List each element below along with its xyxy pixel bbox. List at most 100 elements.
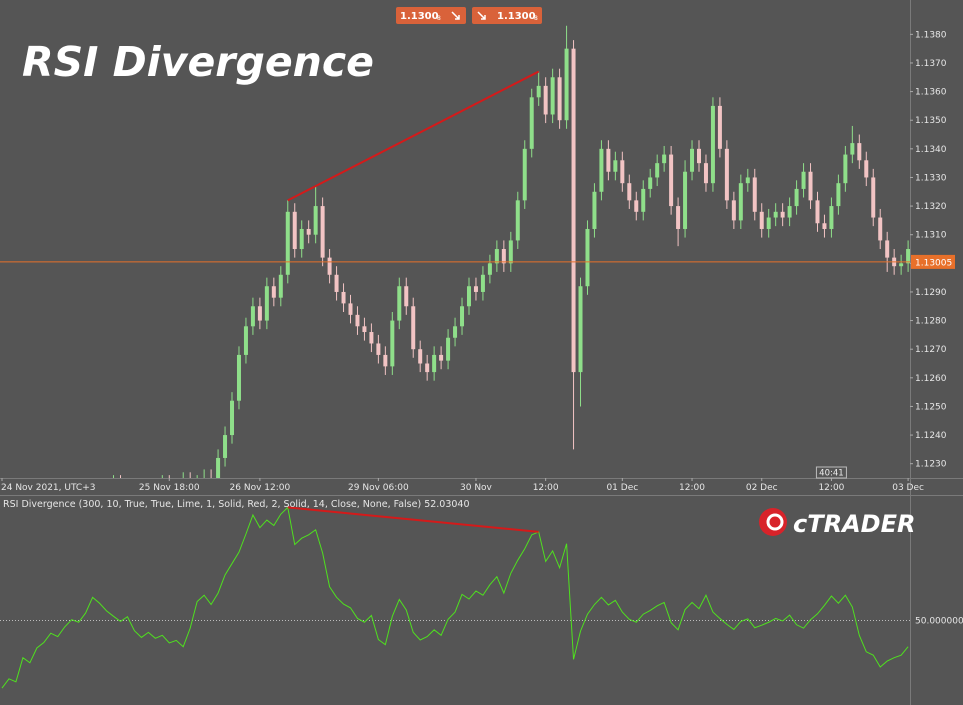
y-tick-label: 1.1310 bbox=[915, 231, 947, 241]
candle-body bbox=[766, 217, 771, 229]
candle-body bbox=[536, 85, 541, 98]
candle-body bbox=[369, 332, 374, 344]
candle-body bbox=[223, 435, 228, 458]
candle-body bbox=[857, 143, 862, 161]
timer: 40:41 bbox=[819, 469, 844, 479]
candle-body bbox=[801, 171, 806, 189]
y-tick-label: 1.1320 bbox=[915, 202, 947, 212]
candle-body bbox=[383, 354, 388, 367]
rsi-tick-label: 50.000000 bbox=[915, 617, 963, 627]
candle-body bbox=[613, 160, 618, 172]
rsi-plot bbox=[0, 506, 910, 689]
candle-body bbox=[669, 154, 674, 207]
candle-body bbox=[571, 48, 576, 373]
candle-body bbox=[850, 143, 855, 155]
button-fraction[interactable]: 8 bbox=[534, 15, 538, 22]
x-tick-label: 25 Nov 18:00 bbox=[139, 483, 200, 493]
candle-body bbox=[320, 206, 325, 258]
candle-body bbox=[773, 211, 778, 218]
button-price[interactable]: 1.1300 bbox=[400, 11, 439, 22]
candle-body bbox=[334, 274, 339, 292]
candle-body bbox=[473, 286, 478, 292]
sell-button[interactable]: 1.1300 8 bbox=[396, 7, 466, 24]
button-price[interactable]: 1.1300 bbox=[497, 11, 536, 22]
candle-body bbox=[508, 240, 513, 264]
candle-body bbox=[878, 217, 883, 241]
x-tick-label: 12:00 bbox=[818, 483, 844, 493]
candle-body bbox=[864, 160, 869, 178]
candle-body bbox=[466, 286, 471, 307]
candle-body bbox=[404, 286, 409, 307]
candle-body bbox=[230, 400, 235, 436]
candle-body bbox=[432, 354, 437, 373]
logo: cTRADER bbox=[759, 508, 915, 538]
candle-body bbox=[738, 183, 743, 221]
candle-body bbox=[397, 286, 402, 321]
candle-body bbox=[697, 148, 701, 164]
candle-body bbox=[822, 223, 827, 229]
candle-body bbox=[285, 211, 290, 275]
candle-body bbox=[676, 206, 681, 229]
y-tick-label: 1.1290 bbox=[915, 288, 947, 298]
candle-body bbox=[731, 200, 736, 221]
candle-body bbox=[501, 249, 506, 264]
candle-body bbox=[313, 206, 318, 235]
candle-body bbox=[292, 211, 297, 250]
rsi-line bbox=[1, 506, 909, 689]
y-tick-label: 1.1350 bbox=[915, 116, 947, 126]
button-arrow[interactable] bbox=[477, 11, 486, 20]
candle-body bbox=[662, 154, 667, 164]
candle-body bbox=[843, 154, 848, 184]
title: RSI Divergence bbox=[22, 38, 374, 86]
candle-body bbox=[418, 349, 423, 364]
x-tick-label: 24 Nov 2021, UTC+3 bbox=[1, 483, 95, 493]
candle-body bbox=[299, 228, 304, 250]
candle-body bbox=[390, 320, 395, 367]
y-tick-label: 1.1240 bbox=[915, 431, 947, 441]
x-tick-label: 29 Nov 06:00 bbox=[348, 483, 409, 493]
button-bg[interactable] bbox=[396, 7, 466, 24]
axes: 1.1230 1.1240 1.1250 1.1260 1.1270 1.1280 1.12… bbox=[1, 30, 963, 626]
x-tick-label: 26 Nov 12:00 bbox=[230, 483, 291, 493]
indicator-label: RSI Divergence (300, 10, True, True, Lim… bbox=[3, 499, 470, 510]
candle-body bbox=[278, 274, 283, 298]
y-tick-label: 1.1260 bbox=[915, 374, 947, 384]
x-tick-label: 12:00 bbox=[533, 483, 559, 493]
candle-body bbox=[355, 314, 360, 327]
candle-body bbox=[885, 240, 890, 258]
button-arrow[interactable] bbox=[451, 11, 460, 20]
button-bg[interactable] bbox=[472, 7, 542, 24]
candle-body bbox=[655, 163, 660, 178]
candle-body bbox=[683, 171, 688, 229]
candle-body bbox=[453, 326, 458, 338]
candle-body bbox=[829, 206, 834, 229]
candle-body bbox=[836, 183, 841, 207]
candle-body bbox=[634, 200, 639, 212]
candle-body bbox=[759, 211, 764, 229]
candle-body bbox=[376, 343, 381, 355]
candle-body bbox=[724, 148, 729, 201]
button-fraction[interactable]: 8 bbox=[437, 15, 441, 22]
candle-body bbox=[710, 105, 715, 184]
candle-body bbox=[703, 163, 708, 184]
y-tick-label: 1.1330 bbox=[915, 173, 947, 183]
candle-body bbox=[550, 77, 555, 115]
candle-body bbox=[564, 48, 569, 121]
y-tick-label: 1.1270 bbox=[915, 345, 947, 355]
candle-body bbox=[899, 263, 904, 267]
candle-body bbox=[648, 177, 653, 189]
candle-body bbox=[480, 274, 485, 292]
candle-body bbox=[752, 177, 757, 212]
candle-body bbox=[243, 326, 248, 355]
current-price-box bbox=[911, 254, 955, 269]
candle-body bbox=[257, 306, 262, 321]
current-price-label: 1.13005 bbox=[915, 258, 952, 268]
candle-body bbox=[522, 148, 527, 201]
candle-body bbox=[460, 306, 465, 327]
y-tick-label: 1.1280 bbox=[915, 317, 947, 327]
buy-button[interactable]: 1.1300 8 bbox=[472, 7, 542, 24]
candle-body bbox=[815, 200, 820, 224]
